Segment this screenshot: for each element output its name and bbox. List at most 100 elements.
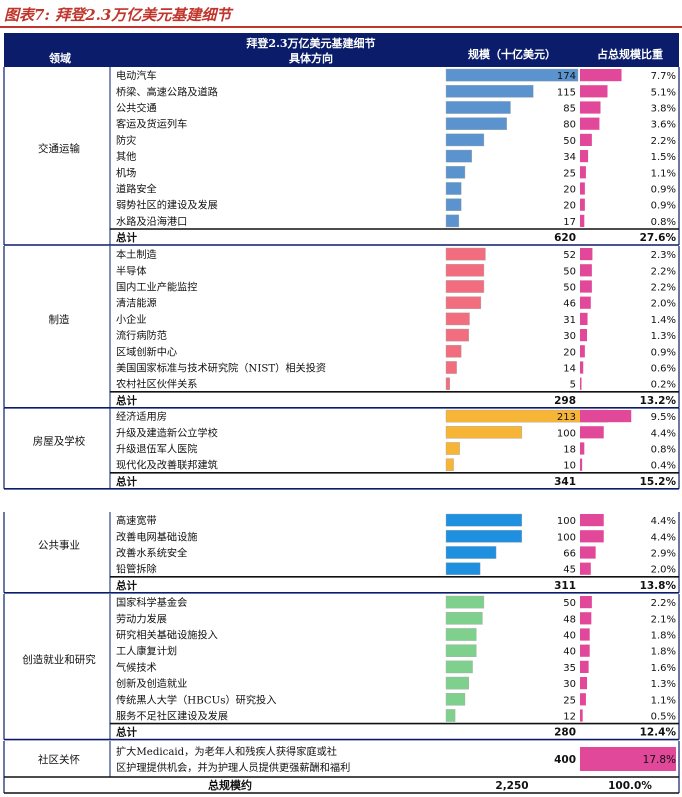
share-bar xyxy=(580,182,585,195)
total-value: 280 xyxy=(554,727,576,739)
value-bar xyxy=(445,247,486,261)
share-label: 2.3% xyxy=(651,250,676,261)
share-bar xyxy=(580,660,589,673)
item-name: 清洁能源 xyxy=(116,297,157,310)
value-bar xyxy=(445,562,481,575)
share-bar xyxy=(580,198,585,211)
item-name: 升级退伍军人医院 xyxy=(116,443,198,456)
item-name: 气候技术 xyxy=(116,661,157,674)
item-name: 电动汽车 xyxy=(116,69,157,82)
share-label: 3.6% xyxy=(651,120,676,131)
field-label: 制造 xyxy=(49,313,70,326)
value-bar xyxy=(445,442,460,455)
share-bar xyxy=(580,248,593,261)
share-bar xyxy=(580,458,583,471)
value-bar xyxy=(445,117,507,130)
total-value: 341 xyxy=(554,476,576,488)
value-bar xyxy=(445,84,534,98)
value-label: 48 xyxy=(563,614,576,625)
item-name: 区域创新中心 xyxy=(116,345,177,358)
value-label: 10 xyxy=(563,461,576,472)
share-bar xyxy=(580,709,583,722)
item-name: 美国国家标准与技术研究院（NIST）相关投资 xyxy=(116,362,326,375)
share-bar xyxy=(580,596,592,609)
share-label: 7.7% xyxy=(651,71,676,82)
share-label: 2.2% xyxy=(651,283,676,294)
share-bar xyxy=(580,69,622,82)
value-bar xyxy=(445,149,472,163)
item-name: 劳动力发展 xyxy=(116,612,167,625)
value-label: 52 xyxy=(563,250,576,261)
total-label: 总计 xyxy=(116,579,137,592)
share-bar xyxy=(580,530,604,543)
total-label: 总计 xyxy=(116,726,137,739)
share-label: 1.1% xyxy=(651,695,676,706)
item-name: 本土制造 xyxy=(116,248,157,261)
share-bar xyxy=(580,133,592,146)
item-name: 现代化及改善联邦建筑 xyxy=(116,459,218,472)
share-bar xyxy=(580,612,592,625)
value-bar xyxy=(445,198,462,212)
share-label: 1.3% xyxy=(651,331,676,342)
value-bar xyxy=(445,546,497,559)
share-label: 1.8% xyxy=(651,631,676,642)
total-label: 总计 xyxy=(116,475,137,488)
share-bar xyxy=(580,264,592,277)
value-label: 174 xyxy=(557,71,576,82)
field-label: 社区关怀 xyxy=(38,753,80,766)
value-label: 30 xyxy=(563,331,576,342)
share-label: 0.9% xyxy=(651,201,676,212)
field-label: 创造就业和研究 xyxy=(22,653,96,666)
share-label: 2.9% xyxy=(651,549,676,560)
share-bar xyxy=(580,677,588,690)
share-label: 1.4% xyxy=(651,315,676,326)
share-label: 1.6% xyxy=(651,663,676,674)
share-label: 4.4% xyxy=(651,516,676,527)
share-bar xyxy=(580,329,588,342)
value-label: 31 xyxy=(563,315,576,326)
value-bar xyxy=(445,644,477,657)
share-bar xyxy=(580,361,584,374)
share-label: 0.6% xyxy=(651,364,676,375)
value-label: 25 xyxy=(563,695,576,706)
total-share: 15.2% xyxy=(640,476,677,488)
value-label: 100 xyxy=(557,516,576,527)
share-label: 0.2% xyxy=(651,380,676,391)
item-name: 创新及创造就业 xyxy=(116,677,187,690)
grand-total-share: 100.0% xyxy=(608,780,652,792)
value-bar xyxy=(445,101,511,114)
header-col-share: 占总规模比重 xyxy=(597,47,663,61)
value-label: 85 xyxy=(563,104,576,115)
value-bar xyxy=(445,68,579,82)
item-name: 公共交通 xyxy=(116,102,157,115)
total-share: 27.6% xyxy=(640,232,677,244)
value-bar xyxy=(445,377,450,391)
item-name: 经济适用房 xyxy=(116,410,167,423)
value-bar xyxy=(445,133,485,147)
item-name-continued: 区护理提供机会，并为护理人员提供更强薪酬和福利 xyxy=(116,761,350,774)
item-name: 扩大Medicaid，为老年人和残疾人获得家庭或社 xyxy=(116,745,337,758)
share-bar xyxy=(580,101,601,114)
share-label: 0.8% xyxy=(651,217,676,228)
value-label: 50 xyxy=(563,136,576,147)
grand-total-value: 2,250 xyxy=(495,780,528,792)
value-label: 50 xyxy=(563,283,576,294)
header-main-title: 拜登2.3万亿美元基建细节 xyxy=(246,36,375,50)
grand-total-label: 总规模约 xyxy=(208,778,252,792)
value-bar xyxy=(445,676,469,690)
share-label: 1.1% xyxy=(651,168,676,179)
share-label: 2.2% xyxy=(651,266,676,277)
value-label: 14 xyxy=(563,364,576,375)
item-name: 改善水系统安全 xyxy=(116,547,187,560)
value-bar xyxy=(445,513,523,527)
value-label: 30 xyxy=(563,679,576,690)
share-label: 1.3% xyxy=(651,679,676,690)
share-label: 1.8% xyxy=(651,647,676,658)
value-bar xyxy=(445,628,477,641)
share-bar xyxy=(580,117,600,130)
share-bar xyxy=(580,442,585,455)
value-bar xyxy=(445,296,482,310)
value-label: 40 xyxy=(563,647,576,658)
share-label: 0.9% xyxy=(651,347,676,358)
item-name: 桥梁、高速公路及道路 xyxy=(116,85,218,98)
